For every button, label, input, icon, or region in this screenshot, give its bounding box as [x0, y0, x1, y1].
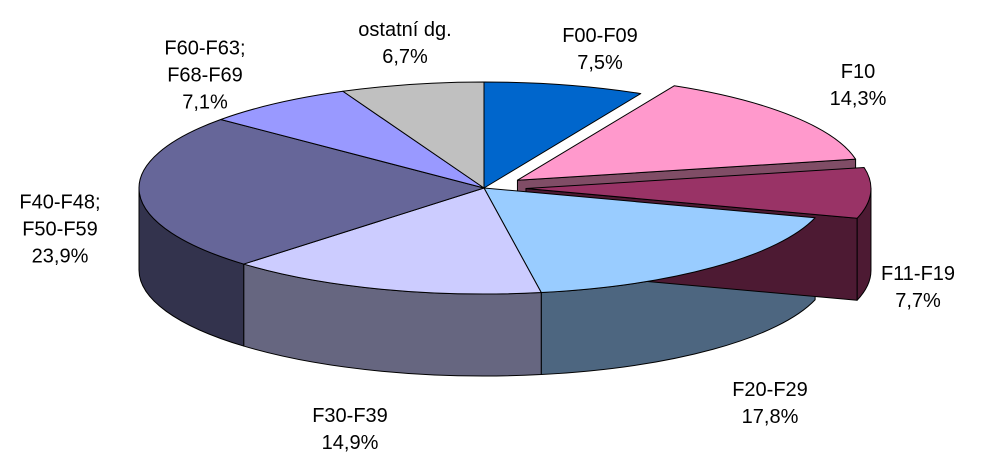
- category-label: F60-F63; F68-F69: [164, 37, 246, 87]
- category-label: F00-F09: [562, 25, 638, 47]
- category-label: F11-F19: [880, 263, 956, 285]
- category-label: F40-F48; F50-F59: [19, 191, 101, 241]
- slice-label: F40-F48; F50-F59 23,9%: [0, 190, 125, 271]
- value-label: 7,7%: [895, 290, 941, 312]
- slice: [516, 85, 857, 181]
- slice: [138, 118, 485, 265]
- value-label: 7,5%: [577, 52, 623, 74]
- slice-label: F11-F19 7,7%: [853, 261, 983, 315]
- slice-label: ostatní dg. 6,7%: [340, 17, 470, 71]
- slice-label: F20-F29 17,8%: [705, 377, 835, 431]
- value-label: 17,8%: [741, 406, 799, 428]
- category-label: ostatní dg.: [358, 19, 452, 41]
- slice: [220, 90, 485, 189]
- slice-label: F10 14,3%: [793, 59, 923, 113]
- value-label: 7,1%: [182, 91, 228, 114]
- value-label: 23,9%: [31, 245, 89, 268]
- value-label: 14,9%: [321, 432, 379, 454]
- category-label: F20-F29: [732, 379, 808, 401]
- category-label: F30-F39: [312, 405, 388, 427]
- category-label: F10: [840, 61, 876, 83]
- slice: [483, 187, 816, 294]
- slice-label: F60-F63; F68-F69 7,1%: [140, 36, 270, 117]
- slice: [483, 81, 642, 189]
- value-label: 14,3%: [829, 88, 887, 110]
- slice-label: F00-F09 7,5%: [535, 23, 665, 77]
- slice: [342, 81, 485, 189]
- value-label: 6,7%: [382, 46, 428, 68]
- slice: [525, 167, 872, 219]
- slice: [243, 187, 542, 295]
- slice-label: F30-F39 14,9%: [285, 403, 415, 457]
